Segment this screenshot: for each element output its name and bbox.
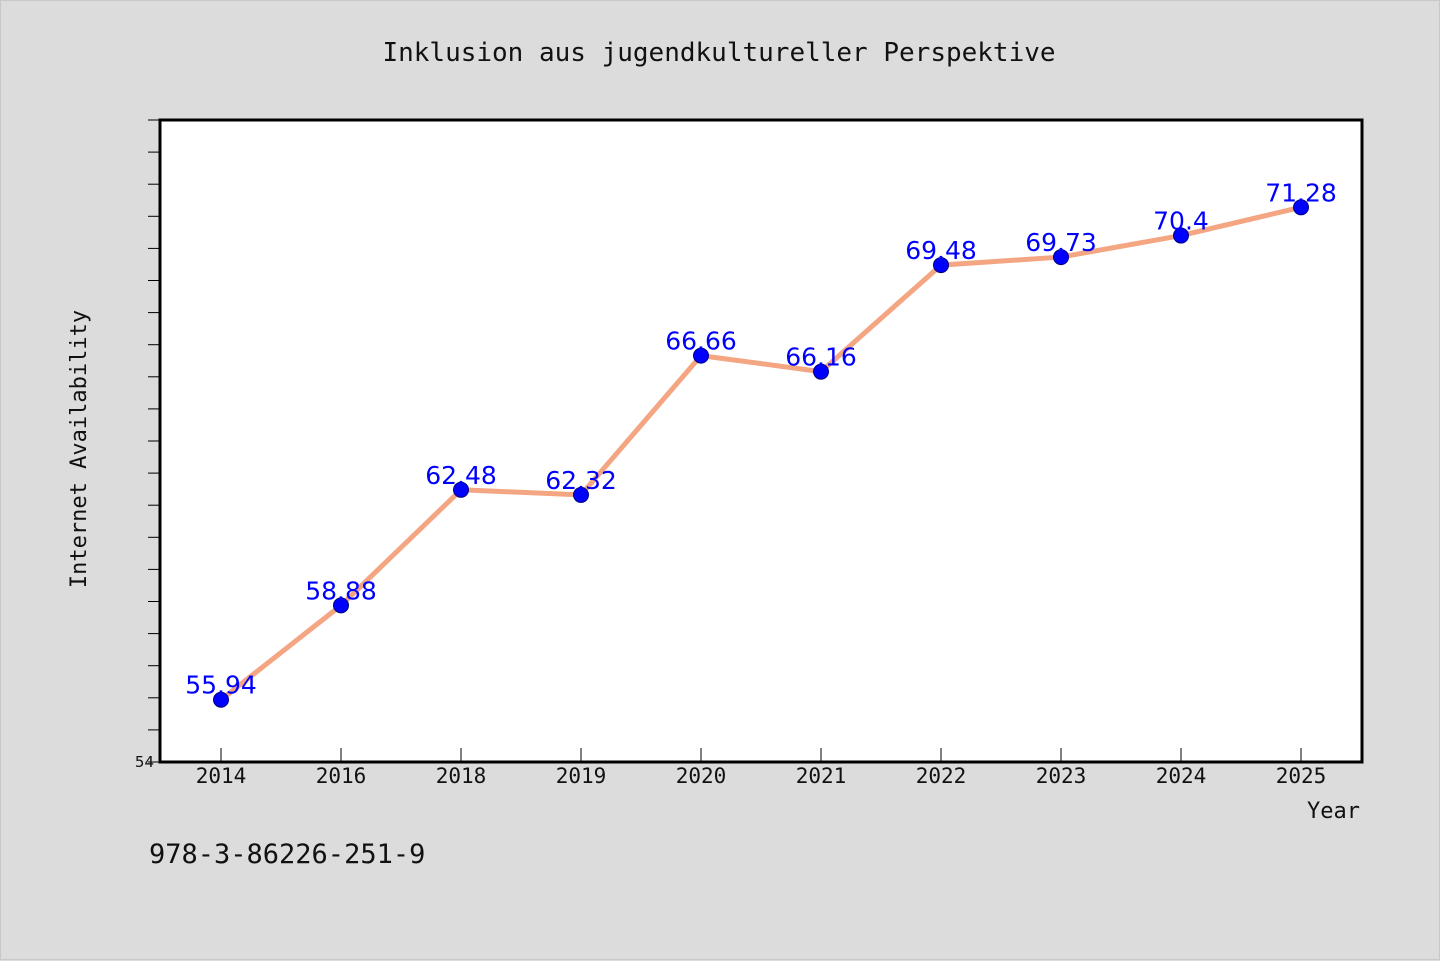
- y-tick-label: 54: [135, 753, 154, 771]
- data-label: 55.94: [185, 671, 257, 700]
- x-tick-label: 2022: [916, 764, 967, 788]
- data-label: 71.28: [1265, 178, 1337, 207]
- x-axis-label: Year: [1307, 799, 1360, 824]
- x-tick-label: 2020: [676, 764, 727, 788]
- x-tick-label: 2021: [796, 764, 847, 788]
- data-point: [1293, 199, 1309, 216]
- x-tick-label: 2024: [1156, 764, 1207, 788]
- chart-title: Inklusion aus jugendkultureller Perspekt…: [382, 38, 1055, 68]
- y-axis-ticks: [148, 119, 160, 763]
- data-label: 66.16: [785, 343, 857, 372]
- data-point: [933, 257, 949, 274]
- data-point: [333, 597, 349, 614]
- data-point: [693, 347, 709, 364]
- data-label: 62.48: [425, 461, 497, 490]
- x-tick-label: 2019: [556, 764, 607, 788]
- data-point: [813, 363, 829, 380]
- data-label: 66.66: [665, 327, 737, 356]
- isbn-footer: 978-3-86226-251-9: [149, 839, 425, 870]
- x-axis-tick-labels: 2014 2016 2018 2019 2020 2021 2022 2023 2024 2025: [196, 764, 1327, 788]
- y-axis-label: Internet Availability: [67, 310, 92, 588]
- x-tick-label: 2025: [1276, 764, 1327, 788]
- y-axis-tick-labels: 54: [135, 753, 154, 771]
- data-labels: 55.94 58.88 62.48 62.32 66.66 66.16 69.48 69.73…: [185, 178, 1337, 699]
- data-point: [1053, 249, 1069, 266]
- x-tick-label: 2023: [1036, 764, 1087, 788]
- data-label: 69.48: [905, 236, 977, 265]
- data-point: [573, 486, 589, 503]
- data-label: 58.88: [305, 576, 377, 605]
- series-lines: [218, 204, 1304, 703]
- data-label: 69.73: [1025, 228, 1097, 257]
- data-label: 62.32: [545, 466, 617, 495]
- data-point: [453, 481, 469, 498]
- x-axis-ticks: [220, 748, 1302, 762]
- data-point: [1173, 227, 1189, 244]
- data-label: 70.4: [1153, 207, 1209, 236]
- plot-area: [158, 118, 1364, 764]
- x-tick-label: 2014: [196, 764, 247, 788]
- data-point: [213, 691, 229, 708]
- x-tick-label: 2018: [436, 764, 487, 788]
- series-markers: [213, 199, 1309, 708]
- x-tick-label: 2016: [316, 764, 367, 788]
- series-line: [218, 204, 1304, 703]
